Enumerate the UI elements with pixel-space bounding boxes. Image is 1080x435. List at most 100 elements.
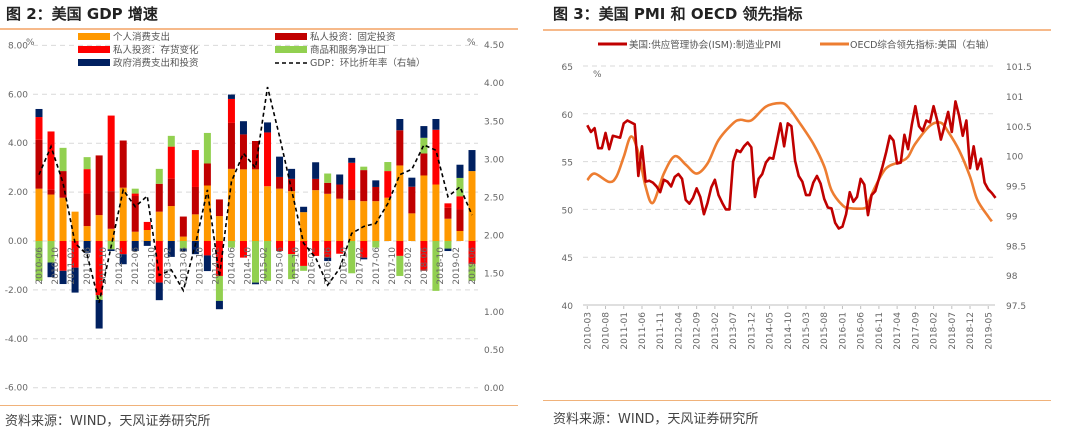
right-title-divider <box>543 29 1051 31</box>
bar-segment-3 <box>288 241 296 255</box>
bar-segment-5 <box>107 249 115 252</box>
bar-segment-4 <box>95 295 103 300</box>
legend-label: 政府消费支出和投资 <box>113 57 199 69</box>
bar-segment-4 <box>167 135 175 147</box>
bar-segment-1 <box>227 168 235 241</box>
x-axis-tick-label: 2019-06 <box>468 247 478 285</box>
bar-segment-4 <box>384 162 392 172</box>
oecd-cli-line <box>586 101 993 223</box>
bar-segment-5 <box>203 255 211 272</box>
bar-segment-1 <box>324 193 332 241</box>
bar-segment-1 <box>276 188 284 241</box>
bar-segment-3 <box>131 193 139 197</box>
x-axis-tick-label: 2011-02 <box>67 247 77 285</box>
legend-label: OECD综合领先指标:美国（右轴） <box>850 39 995 51</box>
bar-segment-4 <box>468 264 476 281</box>
legend-swatch <box>78 59 110 66</box>
bar-segment-3 <box>312 241 320 256</box>
bar-segment-3 <box>468 241 476 265</box>
bar-segment-5 <box>360 257 368 260</box>
bar-segment-4 <box>47 241 55 263</box>
left-axis-unit: % <box>26 38 35 48</box>
bar-segment-1 <box>71 211 79 241</box>
bar-segment-1 <box>155 211 163 241</box>
bar-segment-2 <box>348 189 356 201</box>
bar-segment-3 <box>95 241 103 296</box>
x-axis-tick-label: 2010-03 <box>583 312 593 350</box>
bar-segment-5 <box>372 180 380 187</box>
bar-segment-3 <box>336 241 344 254</box>
bar-segment-3 <box>239 241 247 258</box>
bar-segment-5 <box>264 122 272 133</box>
right-axis-tick-label: 101 <box>1006 93 1023 103</box>
bar-segment-3 <box>324 241 332 258</box>
x-axis-tick-label: 2017-02 <box>356 247 366 285</box>
bar-segment-2 <box>312 178 320 191</box>
bar-segment-1 <box>167 206 175 241</box>
x-axis-tick-label: 2013-10 <box>195 247 205 285</box>
x-axis-tick-label: 2019-02 <box>452 247 462 285</box>
bar-segment-5 <box>155 282 163 301</box>
right-axis-tick-label: 1.00 <box>484 308 504 318</box>
bar-segment-3 <box>456 196 464 210</box>
bar-segment-4 <box>35 241 43 281</box>
x-axis-tick-label: 2018-12 <box>966 312 976 350</box>
bar-segment-1 <box>47 194 55 241</box>
right-axis-tick-label: 4.00 <box>484 79 504 89</box>
x-axis-tick-label: 2011-10 <box>99 247 109 285</box>
bar-segment-2 <box>252 140 259 170</box>
bar-segment-2 <box>203 163 211 186</box>
bar-segment-1 <box>444 218 452 241</box>
bar-segment-3 <box>215 241 223 276</box>
bar-segment-5 <box>83 241 91 253</box>
legend-label: 个人消费支出 <box>113 31 170 43</box>
x-axis-tick-label: 2016-10 <box>340 247 350 285</box>
bar-segment-5 <box>179 248 187 252</box>
bar-segment-1 <box>252 169 259 241</box>
bar-segment-1 <box>119 187 127 241</box>
right-axis-tick-label: 97.5 <box>1006 302 1026 312</box>
bar-segment-2 <box>288 178 296 192</box>
x-axis-tick-label: 2017-10 <box>388 247 398 285</box>
bar-segment-5 <box>35 108 43 118</box>
left-axis-tick-label: 55 <box>562 159 573 169</box>
bar-segment-3 <box>432 129 440 185</box>
bar-segment-1 <box>288 191 296 241</box>
bar-segment-5 <box>312 162 320 179</box>
bar-segment-3 <box>143 221 151 230</box>
right-axis-tick-label: 99 <box>1006 212 1018 222</box>
x-axis-tick-label: 2017-04 <box>893 312 903 350</box>
right-axis-tick-label: 1.50 <box>484 270 504 280</box>
x-axis-tick-label: 2016-06 <box>857 312 867 350</box>
x-axis-tick-label: 2016-06 <box>324 247 334 285</box>
bar-segment-5 <box>215 300 223 310</box>
bar-segment-1 <box>456 230 464 241</box>
x-axis-tick-label: 2018-02 <box>930 312 940 350</box>
bar-segment-1 <box>312 190 320 241</box>
bar-segment-2 <box>420 153 428 176</box>
bar-segment-3 <box>348 162 356 190</box>
bar-segment-2 <box>360 170 368 202</box>
right-axis-tick-label: 0.00 <box>484 384 504 394</box>
bar-segment-5 <box>324 257 332 262</box>
bar-segment-4 <box>155 168 163 184</box>
left-axis-tick-label: 4.00 <box>8 139 28 149</box>
x-axis-tick-label: 2014-02 <box>211 247 221 285</box>
bar-segment-3 <box>264 132 272 187</box>
left-axis-tick-label: -2.00 <box>5 286 29 296</box>
bar-segment-4 <box>59 147 67 172</box>
left-axis-tick-label: 40 <box>562 302 574 312</box>
bar-segment-5 <box>420 126 428 138</box>
left-bottom-divider <box>0 405 518 406</box>
x-axis-tick-label: 2014-10 <box>784 312 794 350</box>
bar-segment-5 <box>239 121 247 135</box>
bar-segment-5 <box>300 206 308 213</box>
bar-segment-1 <box>239 169 247 241</box>
x-axis-tick-label: 2015-06 <box>276 247 286 285</box>
right-axis-tick-label: 98.5 <box>1006 242 1026 252</box>
bar-segment-1 <box>468 171 476 241</box>
x-axis-tick-label: 2010-10 <box>51 247 61 285</box>
bar-segment-3 <box>227 98 235 123</box>
legend-swatch <box>78 33 110 40</box>
right-axis-tick-label: 2.50 <box>484 194 504 204</box>
